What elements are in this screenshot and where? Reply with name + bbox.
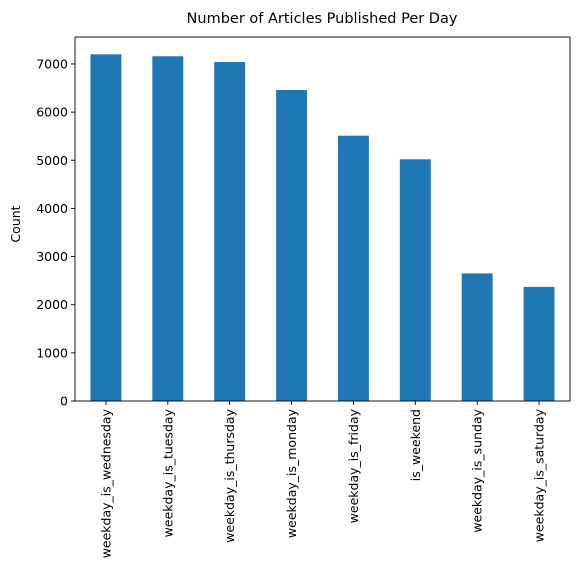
y-tick-label: 7000 <box>36 56 68 71</box>
bar-weekday-is-tuesday <box>152 56 184 402</box>
bar-weekday-is-monday <box>276 89 308 402</box>
plot-frame <box>74 36 571 402</box>
bar-weekday-is-thursday <box>214 62 246 401</box>
x-tick-label: weekday_is_saturday <box>532 408 547 542</box>
bar-weekday-is-sunday <box>461 273 493 401</box>
x-tick-label: weekday_is_friday <box>346 408 361 523</box>
x-tick-label: weekday_is_sunday <box>470 408 485 532</box>
y-tick-label: 5000 <box>36 153 68 168</box>
bar-weekday-is-friday <box>337 135 369 401</box>
bars <box>90 54 555 402</box>
chart-title: Number of Articles Published Per Day <box>187 11 458 27</box>
axes-frame <box>74 36 571 402</box>
y-tick-label: 4000 <box>36 201 68 216</box>
x-tick-label: weekday_is_tuesday <box>160 408 175 537</box>
x-tick-label: weekday_is_wednesday <box>98 408 113 558</box>
y-tick-label: 2000 <box>36 297 68 312</box>
bar-is-weekend <box>399 159 431 401</box>
y-axis-ticks: 0 1000 2000 3000 4000 5000 6000 7000 <box>36 56 75 409</box>
y-tick-label: 0 <box>60 394 68 409</box>
y-tick-label: 6000 <box>36 105 68 120</box>
x-axis-ticks: weekday_is_wednesday weekday_is_tuesday we… <box>98 401 547 558</box>
y-tick-label: 3000 <box>36 249 68 264</box>
x-tick-label: weekday_is_monday <box>284 408 299 538</box>
bar-weekday-is-wednesday <box>90 54 122 401</box>
bar-weekday-is-saturday <box>523 286 555 401</box>
x-tick-label: weekday_is_thursday <box>222 408 237 542</box>
y-axis-label: Count <box>8 205 23 242</box>
y-tick-label: 1000 <box>36 345 68 360</box>
x-tick-label: is_weekend <box>408 409 423 481</box>
